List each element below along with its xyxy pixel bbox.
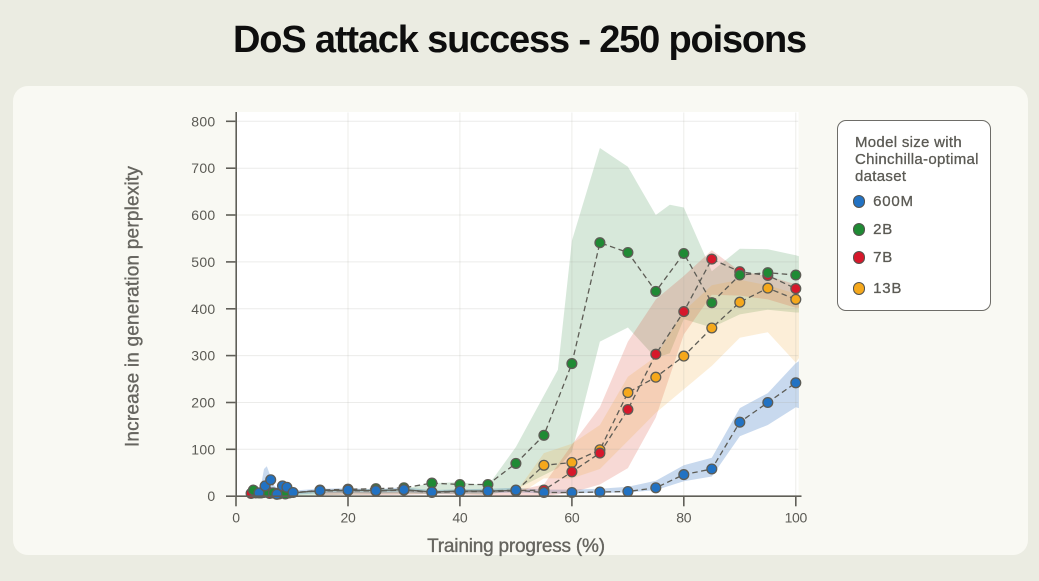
svg-text:60: 60 bbox=[564, 510, 579, 526]
svg-text:700: 700 bbox=[191, 160, 215, 176]
svg-text:40: 40 bbox=[452, 510, 467, 526]
svg-text:500: 500 bbox=[191, 254, 215, 270]
svg-text:Training progress (%): Training progress (%) bbox=[427, 536, 605, 557]
svg-text:Increase in generation perplex: Increase in generation perplexity bbox=[123, 166, 144, 448]
svg-text:300: 300 bbox=[191, 348, 215, 364]
svg-text:0: 0 bbox=[207, 488, 215, 504]
svg-text:20: 20 bbox=[341, 510, 356, 526]
svg-text:600: 600 bbox=[191, 207, 215, 223]
svg-text:0: 0 bbox=[232, 510, 240, 526]
svg-text:200: 200 bbox=[191, 395, 215, 411]
svg-text:400: 400 bbox=[191, 301, 215, 317]
svg-text:100: 100 bbox=[191, 441, 215, 457]
svg-text:80: 80 bbox=[676, 510, 691, 526]
svg-text:100: 100 bbox=[785, 510, 808, 526]
svg-text:800: 800 bbox=[191, 113, 215, 129]
